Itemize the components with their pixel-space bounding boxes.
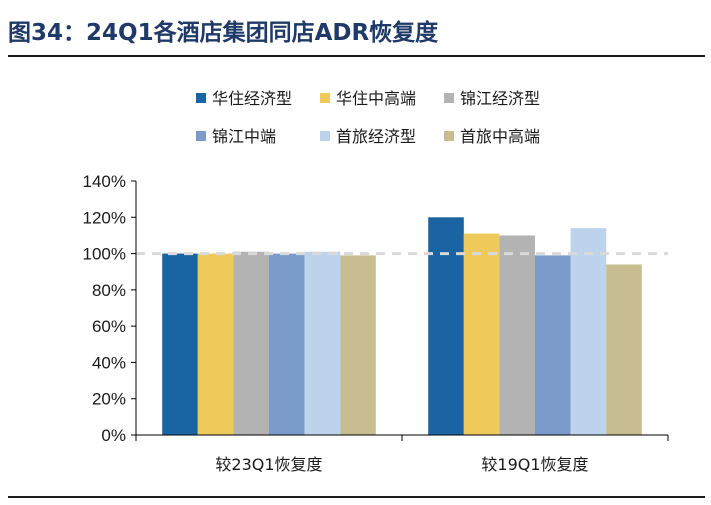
bar xyxy=(535,255,571,435)
bar xyxy=(162,253,198,435)
legend-swatch xyxy=(320,131,330,141)
legend-label: 锦江中端 xyxy=(212,127,276,146)
bar xyxy=(428,217,464,435)
bar xyxy=(570,228,607,435)
plot-area: 较23Q1恢复度 较19Q1恢复度 0% 20% 40% 60% 80% 100% 120% 14… xyxy=(83,172,669,474)
bar xyxy=(233,251,269,435)
legend-label: 首旅中高端 xyxy=(460,127,540,146)
bar xyxy=(340,255,376,435)
bar xyxy=(499,235,535,435)
bar xyxy=(606,264,642,435)
y-tick-label: 100% xyxy=(83,245,126,264)
y-tick-label: 140% xyxy=(83,172,126,191)
y-tick-label: 40% xyxy=(92,353,126,372)
legend-label: 首旅经济型 xyxy=(336,127,416,146)
bar xyxy=(197,253,234,435)
legend-swatch xyxy=(320,93,330,103)
x-tick-label: 较23Q1恢复度 xyxy=(215,455,322,474)
bar xyxy=(269,253,305,435)
bar xyxy=(463,233,500,435)
top-rule xyxy=(8,55,705,57)
y-tick-label: 120% xyxy=(83,208,126,227)
x-tick-label: 较19Q1恢复度 xyxy=(481,455,588,474)
legend-swatch xyxy=(444,131,454,141)
legend-label: 华住经济型 xyxy=(212,89,292,108)
bottom-rule xyxy=(8,496,705,498)
legend-swatch xyxy=(196,93,206,103)
bar xyxy=(304,251,341,435)
legend-label: 华住中高端 xyxy=(336,89,416,108)
y-tick-label: 80% xyxy=(92,281,126,300)
figure-title: 图34：24Q1各酒店集团同店ADR恢复度 xyxy=(8,20,439,46)
y-tick-label: 60% xyxy=(92,317,126,336)
y-tick-label: 20% xyxy=(92,390,126,409)
legend-swatch xyxy=(444,93,454,103)
legend-label: 锦江经济型 xyxy=(460,89,540,108)
legend-swatch xyxy=(196,131,206,141)
y-tick-label: 0% xyxy=(101,426,126,445)
